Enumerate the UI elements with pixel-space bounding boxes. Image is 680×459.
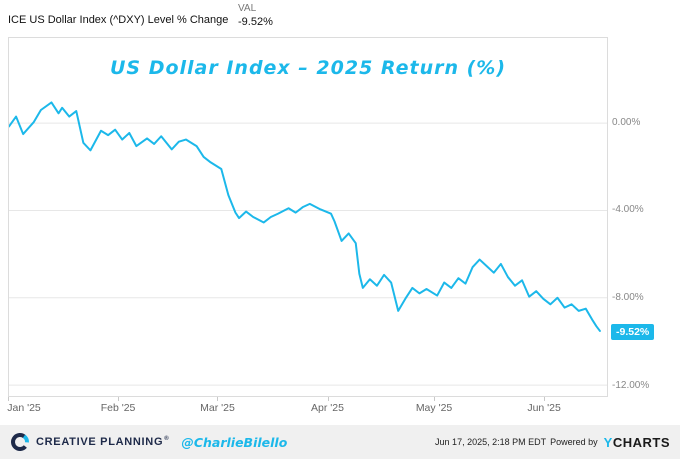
x-tick-mark — [118, 397, 120, 401]
timestamp: Jun 17, 2025, 2:18 PM EDT — [435, 437, 547, 447]
last-value-badge: -9.52% — [611, 323, 655, 340]
x-tick-label: Apr '25 — [311, 402, 344, 414]
y-tick-label: -4.00% — [612, 204, 644, 216]
x-tick-label: Feb '25 — [100, 402, 136, 414]
footer-attribution: Jun 17, 2025, 2:18 PM EDT Powered by YCH… — [435, 435, 670, 450]
twitter-handle: @CharlieBilello — [181, 434, 288, 450]
line-chart-svg — [9, 101, 607, 386]
y-tick-label: 0.00% — [612, 116, 641, 128]
val-label: VAL — [238, 3, 257, 14]
powered-by-label: Powered by — [550, 437, 598, 447]
brand-name: CREATIVE PLANNING® — [36, 436, 169, 448]
x-tick-mark — [434, 397, 436, 401]
y-tick-label: -12.00% — [612, 380, 650, 392]
val-block: VAL -9.52% — [238, 3, 273, 28]
x-tick-mark — [327, 397, 329, 401]
x-tick-label: Jun '25 — [527, 402, 561, 414]
ycharts-logo: YCHARTS — [604, 435, 670, 450]
ycharts-y: Y — [603, 434, 613, 450]
x-tick-label: Mar '25 — [200, 402, 235, 414]
x-tick-mark — [217, 397, 219, 401]
series-label: ICE US Dollar Index (^DXY) Level % Chang… — [8, 14, 229, 26]
dxy-series-line — [9, 101, 601, 332]
brand-text: CREATIVE PLANNING — [36, 436, 164, 448]
y-tick-label: -8.00% — [612, 292, 644, 304]
x-tick-label: Jan '25 — [7, 402, 41, 414]
x-tick-mark — [544, 397, 546, 401]
plot-area — [8, 37, 608, 397]
val-value: -9.52% — [238, 16, 273, 28]
registered-mark: ® — [164, 436, 170, 443]
footer: CREATIVE PLANNING® @CharlieBilello Jun 1… — [0, 425, 680, 459]
chart-title-annotation: US Dollar Index – 2025 Return (%) — [109, 57, 507, 79]
x-tick-label: May '25 — [415, 402, 453, 414]
x-tick-mark — [8, 397, 9, 401]
creative-planning-logo-icon — [11, 433, 29, 451]
footer-brand-block: CREATIVE PLANNING® @CharlieBilello — [10, 432, 287, 452]
ycharts-charts: CHARTS — [612, 434, 670, 450]
